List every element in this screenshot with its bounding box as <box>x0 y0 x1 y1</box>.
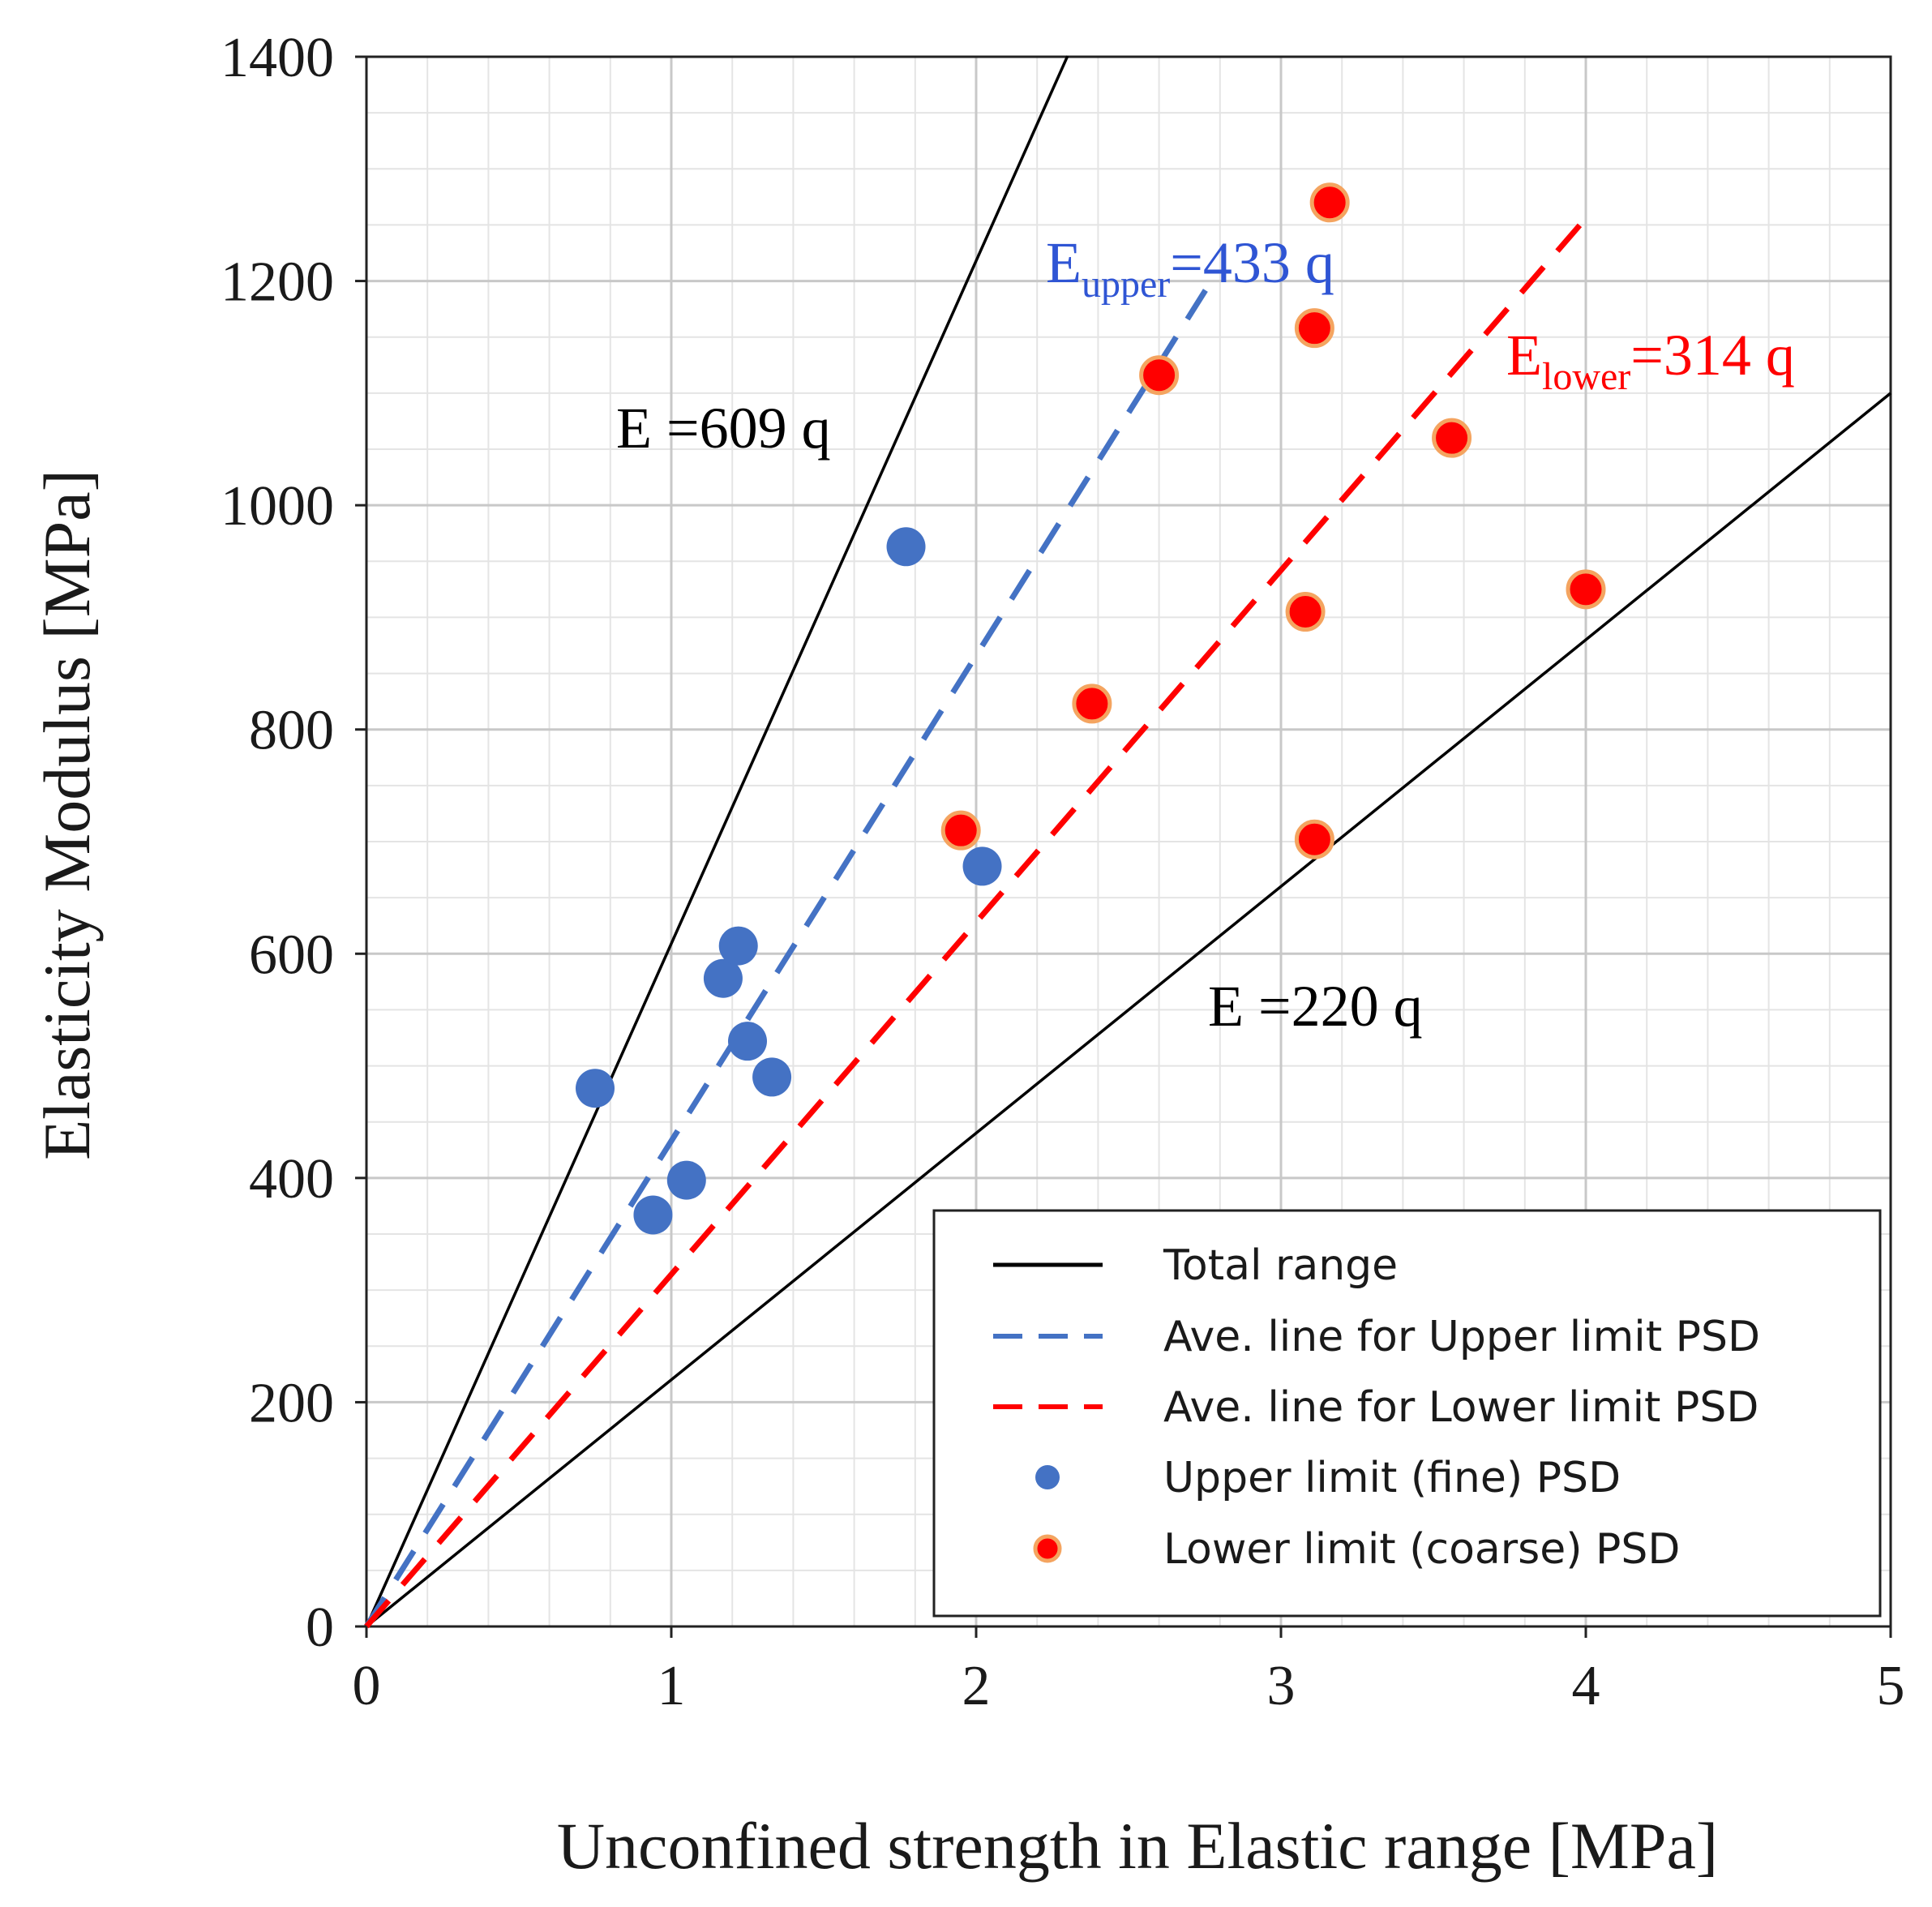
data-points <box>576 182 1606 1235</box>
y-tick-label: 400 <box>249 1148 334 1211</box>
upper-limit-point <box>576 1069 615 1108</box>
upper-limit-point <box>718 926 758 966</box>
upper-limit-point <box>666 1160 706 1200</box>
legend-label-lower-points: Lower limit (coarse) PSD <box>1163 1525 1680 1574</box>
y-tick-label: 1200 <box>221 251 334 314</box>
x-tick-label: 0 <box>353 1655 381 1717</box>
average-fit-line <box>364 275 1217 1628</box>
y-tick-label: 600 <box>249 924 334 986</box>
legend-box <box>932 1209 1882 1618</box>
y-tick-label: 200 <box>249 1372 334 1434</box>
legend-label-total-range: Total range <box>1163 1241 1398 1290</box>
total-range-line <box>365 392 1892 1628</box>
average-fit-line <box>364 223 1583 1629</box>
annotation-e-upper: Eupper=433 q <box>1046 230 1334 306</box>
annotation-e-upper-rest: =433 q <box>1170 230 1334 295</box>
y-tick-label: 0 <box>306 1596 334 1659</box>
upper-limit-point <box>752 1057 792 1097</box>
lower-limit-point <box>1432 418 1472 458</box>
total-range-line <box>365 55 1069 1627</box>
x-tick-label: 3 <box>1267 1655 1296 1717</box>
legend-label-upper-points: Upper limit (fine) PSD <box>1163 1454 1621 1502</box>
lower-limit-point <box>1566 569 1606 610</box>
plot-frame <box>365 55 1892 1628</box>
x-tick-label: 5 <box>1877 1655 1905 1717</box>
y-tick-label: 1000 <box>221 475 334 538</box>
annotation-e609: E =609 q <box>616 396 831 461</box>
y-axis-title: Elasticity Modulus [MPa] <box>30 469 104 1160</box>
legend-marker-upper <box>1035 1465 1060 1489</box>
lower-limit-point <box>1309 182 1350 223</box>
annotation-e-lower: Elower=314 q <box>1506 323 1795 398</box>
annotation-e-lower-sub: lower <box>1542 355 1630 398</box>
axis-ticks: 0 1 2 3 4 5 0 200 400 600 800 1000 1200 1400 <box>221 27 1905 1717</box>
upper-limit-point <box>728 1022 767 1061</box>
lower-limit-point <box>1072 684 1112 724</box>
x-tick-label: 2 <box>962 1655 991 1717</box>
lower-limit-point <box>1294 308 1334 349</box>
upper-limit-point <box>886 527 926 567</box>
annotation-e-lower-base: E <box>1506 323 1542 388</box>
x-tick-label: 1 <box>658 1655 686 1717</box>
annotation-e-upper-base: E <box>1046 230 1082 295</box>
lower-limit-point <box>1139 355 1180 396</box>
legend-label-upper-ave: Ave. line for Upper limit PSD <box>1163 1313 1760 1361</box>
y-tick-label: 800 <box>249 700 334 762</box>
fit-lines <box>364 55 1892 1629</box>
legend: Total range Ave. line for Upper limit PS… <box>932 1209 1882 1618</box>
legend-label-lower-ave: Ave. line for Lower limit PSD <box>1163 1383 1759 1432</box>
upper-limit-point <box>703 958 743 998</box>
x-tick-label: 4 <box>1572 1655 1600 1717</box>
annotation-e-upper-sub: upper <box>1082 263 1170 306</box>
annotation-e-lower-rest: =314 q <box>1630 323 1795 388</box>
upper-limit-point <box>633 1195 673 1235</box>
y-tick-label: 1400 <box>221 27 334 89</box>
legend-marker-lower <box>1033 1534 1062 1563</box>
lower-limit-point <box>1285 592 1326 632</box>
upper-limit-point <box>962 846 1002 886</box>
x-axis-title: Unconfined strength in Elastic range [MP… <box>557 1809 1718 1883</box>
annotation-e220: E =220 q <box>1208 974 1423 1039</box>
lower-limit-point <box>1294 819 1334 859</box>
lower-limit-point <box>940 810 981 851</box>
